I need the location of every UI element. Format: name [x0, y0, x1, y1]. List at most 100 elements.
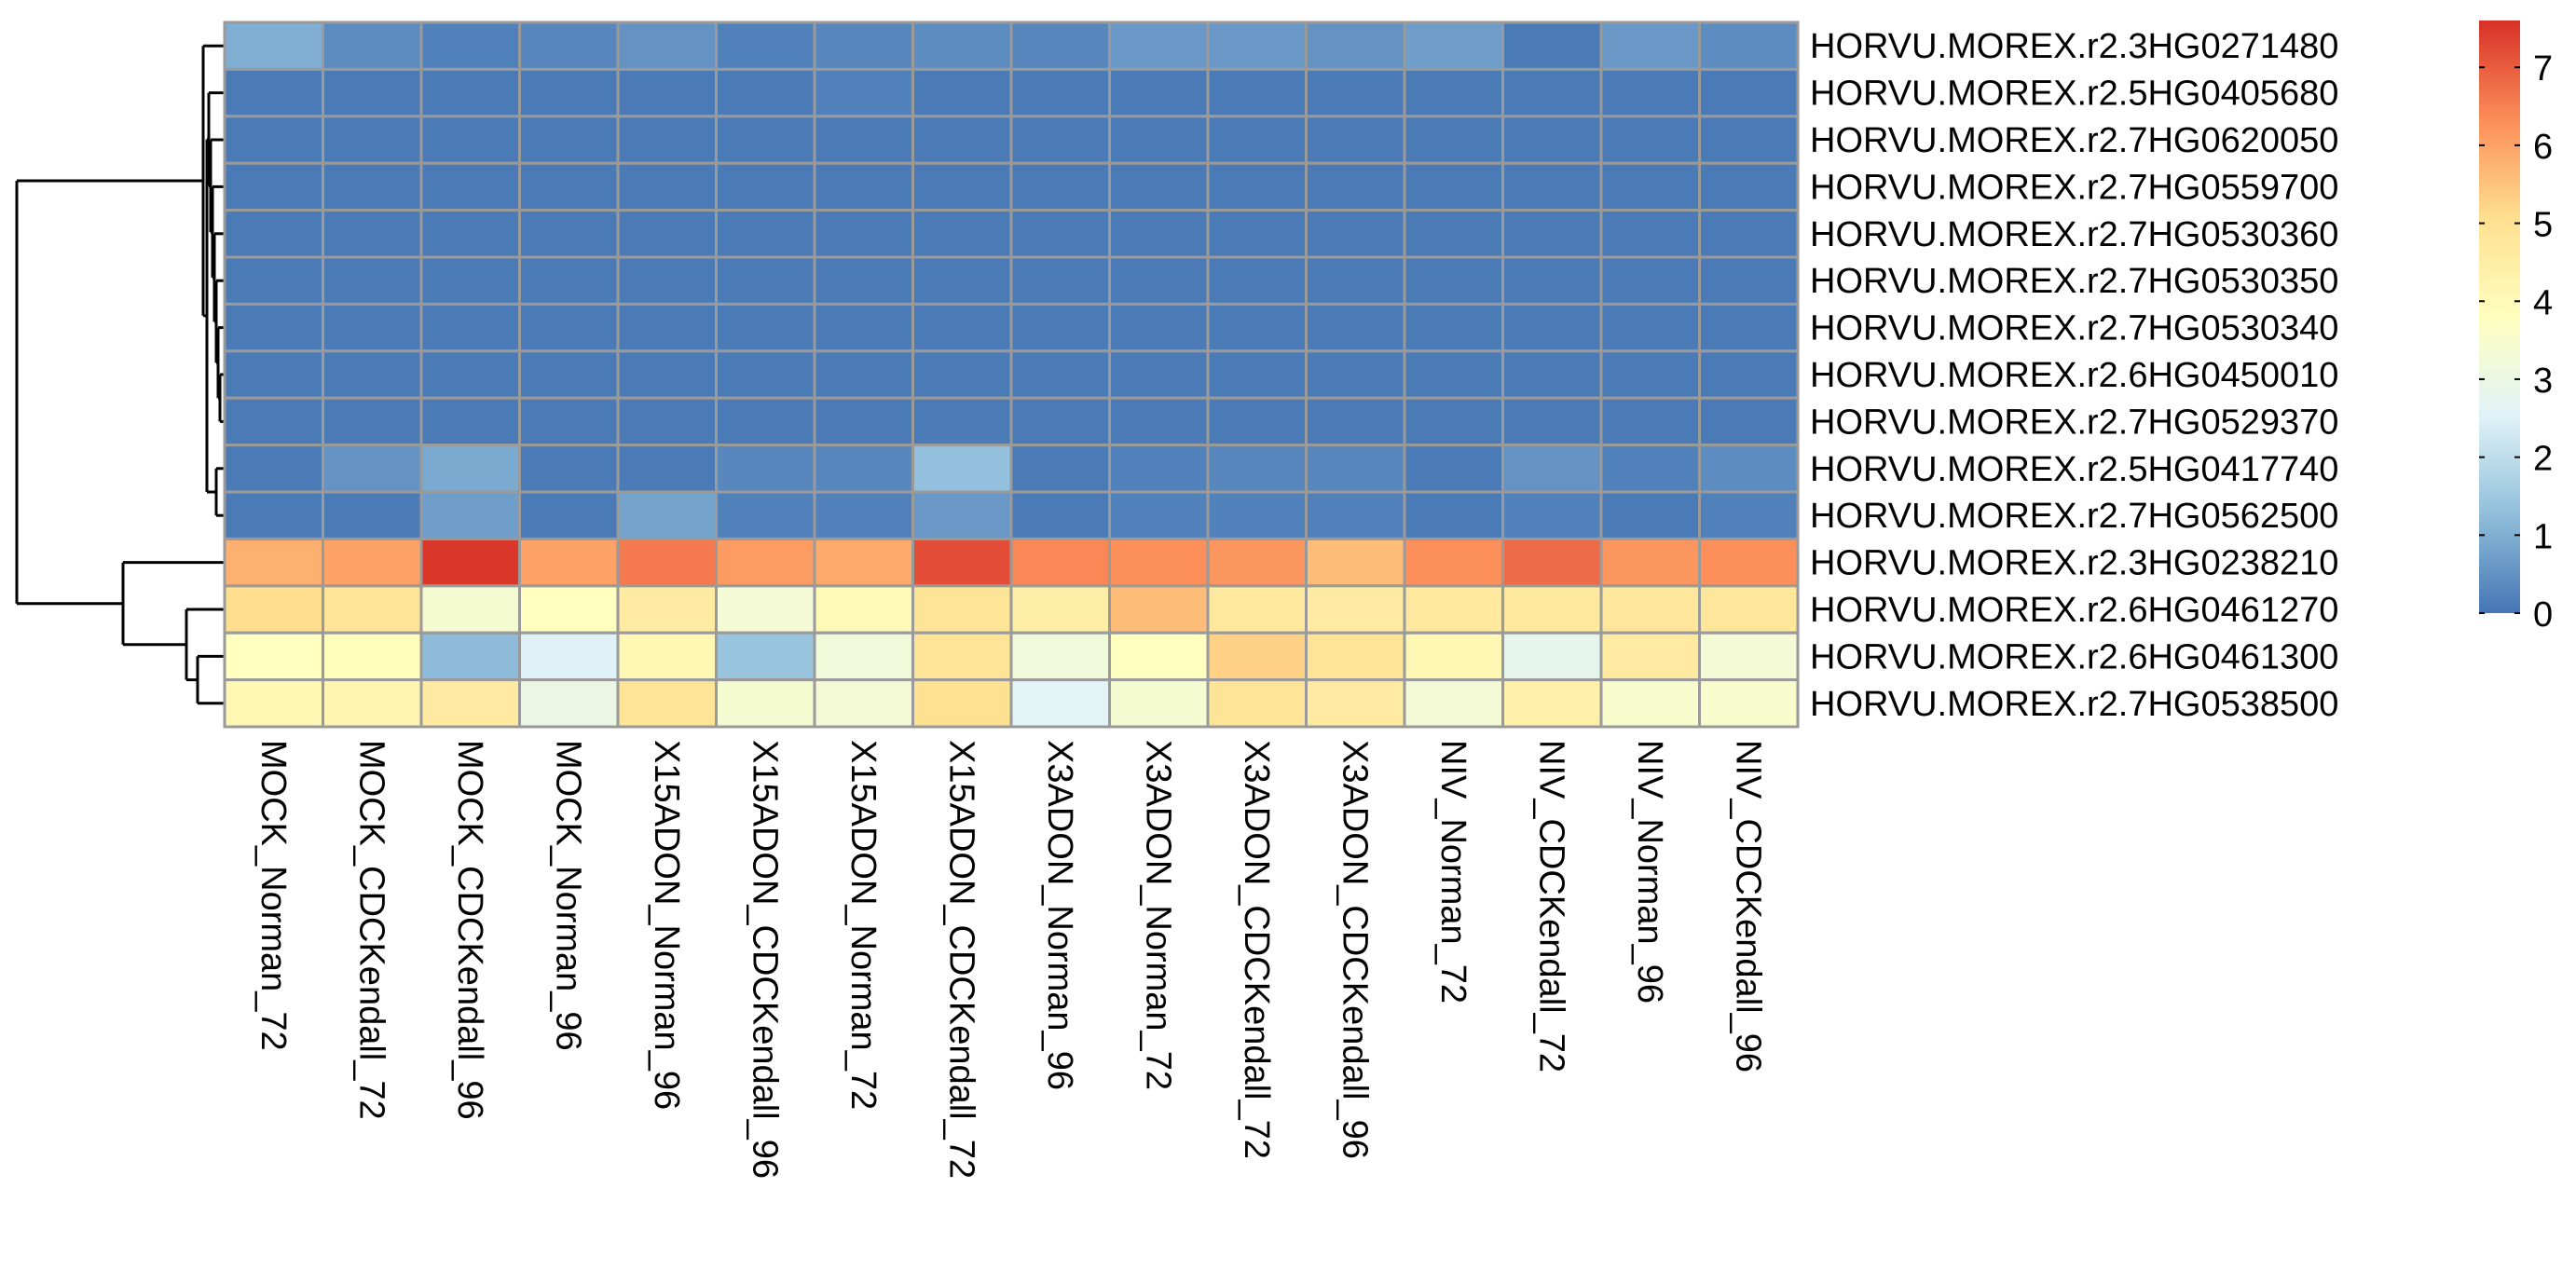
- heatmap-cell: [1009, 20, 1111, 71]
- heatmap-cell: [1403, 537, 1504, 588]
- heatmap-cell: [1501, 302, 1603, 353]
- heatmap-cell: [518, 115, 620, 165]
- heatmap-cell: [518, 67, 620, 118]
- heatmap-cell: [1599, 537, 1701, 588]
- heatmap-cell: [1698, 20, 1800, 71]
- heatmap-cell: [1009, 537, 1111, 588]
- heatmap-cell: [1108, 349, 1210, 400]
- heatmap-cell: [1206, 349, 1308, 400]
- row-label: HORVU.MOREX.r2.7HG0620050: [1810, 121, 2338, 160]
- heatmap-cell: [223, 444, 324, 494]
- heatmap-cell: [322, 490, 423, 540]
- column-label: MOCK_CDCKendall_72: [351, 740, 391, 1120]
- heatmap-cell: [911, 255, 1013, 306]
- heatmap-cell: [1599, 584, 1701, 635]
- column-label: NIV_Norman_96: [1630, 740, 1669, 1004]
- heatmap-cell: [911, 490, 1013, 540]
- heatmap-cell: [1206, 161, 1308, 212]
- heatmap-cell: [1305, 490, 1406, 540]
- heatmap-cell: [1403, 161, 1504, 212]
- colorbar-gradient: [2479, 20, 2520, 613]
- heatmap-cell: [223, 302, 324, 353]
- heatmap-cell: [419, 161, 521, 212]
- heatmap-cell: [1599, 302, 1701, 353]
- heatmap-cell: [322, 396, 423, 447]
- heatmap-cell: [1501, 444, 1603, 494]
- heatmap-cell: [1206, 255, 1308, 306]
- heatmap-cell: [1698, 444, 1800, 494]
- heatmap-cell: [616, 115, 718, 165]
- heatmap-cell: [1599, 115, 1701, 165]
- heatmap-cell: [1599, 490, 1701, 540]
- colorbar-tick-label: 4: [2533, 283, 2553, 322]
- heatmap-cell: [1206, 20, 1308, 71]
- heatmap-cell: [715, 255, 816, 306]
- heatmap-cell: [518, 255, 620, 306]
- row-labels: HORVU.MOREX.r2.3HG0271480 HORVU.MOREX.r2.…: [1810, 27, 2338, 724]
- heatmap-cell: [1403, 67, 1504, 118]
- heatmap-cell: [1501, 490, 1603, 540]
- column-label: X3ADON_CDCKendall_72: [1237, 740, 1276, 1159]
- heatmap-cell: [1108, 20, 1210, 71]
- heatmap-cell: [518, 161, 620, 212]
- heatmap-cell: [616, 444, 718, 494]
- heatmap-cell: [911, 67, 1013, 118]
- heatmap-cell: [911, 349, 1013, 400]
- heatmap-cell: [616, 631, 718, 682]
- column-label: X3ADON_Norman_96: [1040, 740, 1079, 1090]
- heatmap-cell: [1599, 20, 1701, 71]
- heatmap-cell: [715, 209, 816, 259]
- column-label: X15ADON_CDCKendall_72: [941, 740, 980, 1179]
- heatmap-cell: [911, 115, 1013, 165]
- heatmap-cell: [419, 67, 521, 118]
- heatmap-cell: [1698, 209, 1800, 259]
- heatmap-cell: [223, 396, 324, 447]
- heatmap-cell: [419, 396, 521, 447]
- heatmap-cell: [1108, 537, 1210, 588]
- heatmap-cell: [518, 584, 620, 635]
- heatmap-cell: [223, 537, 324, 588]
- heatmap-cell: [1108, 209, 1210, 259]
- heatmap-cell: [1108, 396, 1210, 447]
- heatmap-cell: [322, 537, 423, 588]
- heatmap-cell: [1501, 115, 1603, 165]
- heatmap-cell: [616, 67, 718, 118]
- heatmap-cell: [813, 678, 914, 729]
- heatmap-cell: [223, 349, 324, 400]
- heatmap-cell: [715, 20, 816, 71]
- row-label: HORVU.MOREX.r2.6HG0461300: [1810, 637, 2338, 676]
- heatmap-cell: [1206, 537, 1308, 588]
- heatmap-cell: [715, 67, 816, 118]
- heatmap-cell: [1305, 537, 1406, 588]
- heatmap-cell: [616, 537, 718, 588]
- heatmap-cell: [616, 20, 718, 71]
- heatmap-cell: [1009, 302, 1111, 353]
- heatmap-cell: [1599, 67, 1701, 118]
- heatmap-cell: [1501, 20, 1603, 71]
- heatmap-cell: [322, 67, 423, 118]
- colorbar-tick-label: 2: [2533, 440, 2553, 479]
- heatmap-cell: [322, 631, 423, 682]
- heatmap-cells: [223, 20, 1800, 729]
- heatmap-cell: [1698, 161, 1800, 212]
- heatmap-cell: [1108, 678, 1210, 729]
- heatmap-cell: [911, 396, 1013, 447]
- column-label: X15ADON_Norman_96: [647, 740, 686, 1110]
- heatmap-cell: [616, 255, 718, 306]
- heatmap-cell: [813, 444, 914, 494]
- heatmap-cell: [1305, 115, 1406, 165]
- heatmap-cell: [1403, 209, 1504, 259]
- heatmap-cell: [813, 20, 914, 71]
- row-label: HORVU.MOREX.r2.7HG0530340: [1810, 309, 2338, 348]
- heatmap-cell: [1009, 67, 1111, 118]
- column-label: X3ADON_CDCKendall_96: [1335, 740, 1374, 1159]
- heatmap-cell: [1009, 444, 1111, 494]
- heatmap-cell: [1206, 444, 1308, 494]
- heatmap-cell: [1305, 161, 1406, 212]
- heatmap-cell: [1501, 537, 1603, 588]
- heatmap-cell: [1305, 302, 1406, 353]
- row-label: HORVU.MOREX.r2.7HG0562500: [1810, 497, 2338, 536]
- heatmap-cell: [419, 678, 521, 729]
- heatmap-cell: [322, 115, 423, 165]
- heatmap-cell: [1501, 678, 1603, 729]
